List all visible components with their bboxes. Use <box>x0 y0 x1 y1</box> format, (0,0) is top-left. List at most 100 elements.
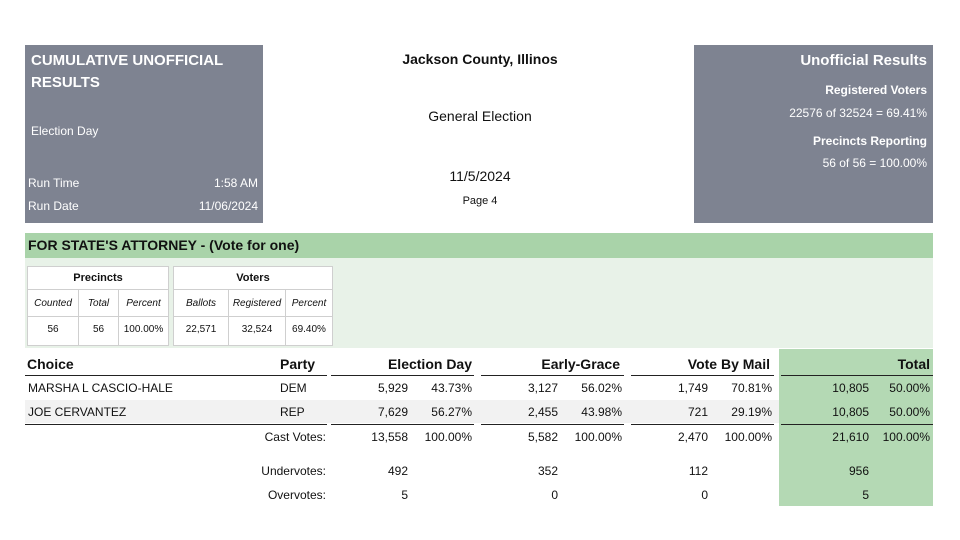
overvotes-label: Overvotes: <box>267 488 326 502</box>
run-time-row: Run Time 1:58 AM <box>28 176 258 190</box>
election-day-undervotes: 492 <box>387 464 408 478</box>
early-grace-pct: 56.02% <box>581 381 622 395</box>
run-info-box: CUMULATIVE UNOFFICIAL RESULTS Election D… <box>25 45 263 223</box>
vote-by-mail-votes: 721 <box>687 405 708 419</box>
precincts-reporting-value: 56 of 56 = 100.00% <box>822 156 927 170</box>
divider <box>228 290 229 345</box>
col-vote-by-mail: Vote By Mail <box>687 356 770 372</box>
registered-voters-label: Registered Voters <box>825 83 927 97</box>
candidate-name: JOE CERVANTEZ <box>28 405 127 419</box>
col-choice: Choice <box>27 356 74 372</box>
early-grace-votes: 5,582 <box>527 430 558 444</box>
unofficial-results-title: Unofficial Results <box>800 52 927 69</box>
run-date-label: Run Date <box>28 199 79 213</box>
early-grace-pct: 43.98% <box>581 405 622 419</box>
candidate-party: DEM <box>280 381 307 395</box>
cast-votes-label: Cast Votes: <box>264 430 326 444</box>
precincts-total-value: 56 <box>92 324 105 335</box>
candidate-party: REP <box>280 405 305 419</box>
election-name: General Election <box>428 108 532 124</box>
undervotes-label: Undervotes: <box>261 464 326 478</box>
header-rule <box>25 375 327 376</box>
run-time-value: 1:58 AM <box>213 176 258 190</box>
election-day-votes: 5,929 <box>377 381 408 395</box>
election-day-overvotes: 5 <box>401 488 408 502</box>
early-grace-votes: 2,455 <box>527 405 558 419</box>
precincts-percent-label: Percent <box>126 298 161 309</box>
col-election-day: Election Day <box>387 356 472 372</box>
row-shade <box>25 400 779 423</box>
run-date-value: 11/06/2024 <box>198 199 258 213</box>
total-overvotes: 5 <box>862 488 869 502</box>
election-day-label: Election Day <box>31 124 99 138</box>
header-rule <box>631 375 774 376</box>
vote-by-mail-pct: 29.19% <box>731 405 772 419</box>
voters-registered-value: 32,524 <box>241 324 273 335</box>
header-rule <box>481 375 624 376</box>
run-time-label: Run Time <box>28 176 80 190</box>
total-pct: 50.00% <box>889 381 930 395</box>
precincts-percent-value: 100.00% <box>123 324 164 335</box>
page-number: Page 4 <box>462 195 498 207</box>
early-grace-pct: 100.00% <box>574 430 622 444</box>
vote-by-mail-votes: 2,470 <box>677 430 708 444</box>
cast-rule <box>781 424 933 425</box>
total-votes: 10,805 <box>832 381 869 395</box>
run-date-row: Run Date 11/06/2024 <box>28 199 258 213</box>
cast-rule <box>331 424 474 425</box>
total-votes: 21,610 <box>832 430 869 444</box>
candidate-name: MARSHA L CASCIO-HALE <box>28 381 173 395</box>
precincts-header: Precincts <box>28 267 168 290</box>
early-grace-undervotes: 352 <box>537 464 558 478</box>
voters-ballots-value: 22,571 <box>185 324 217 335</box>
precincts-counted-value: 56 <box>47 324 59 335</box>
election-day-votes: 7,629 <box>377 405 408 419</box>
total-column <box>779 349 933 506</box>
vote-by-mail-pct: 100.00% <box>724 430 772 444</box>
divider <box>174 316 332 317</box>
divider <box>28 316 168 317</box>
voters-registered-label: Registered <box>232 298 282 309</box>
total-pct: 50.00% <box>889 405 930 419</box>
cumulative-title: CUMULATIVE UNOFFICIAL RESULTS <box>31 52 223 91</box>
header-rule <box>331 375 474 376</box>
election-day-pct: 43.73% <box>431 381 472 395</box>
header-rule <box>781 375 933 376</box>
voters-percent-label: Percent <box>291 298 327 309</box>
divider <box>285 290 286 345</box>
vote-by-mail-overvotes: 0 <box>701 488 708 502</box>
col-total: Total <box>897 356 930 372</box>
early-grace-overvotes: 0 <box>551 488 558 502</box>
voters-box: Voters Ballots Registered Percent 22,571… <box>173 266 333 346</box>
divider <box>78 290 79 345</box>
total-undervotes: 956 <box>848 464 869 478</box>
voters-header: Voters <box>174 267 332 290</box>
precincts-total-label: Total <box>87 298 110 309</box>
contest-title: FOR STATE'S ATTORNEY - (Vote for one) <box>28 237 300 253</box>
total-pct: 100.00% <box>882 430 930 444</box>
vote-by-mail-undervotes: 112 <box>688 464 708 478</box>
cast-rule <box>631 424 774 425</box>
county-title: Jackson County, Illinos <box>402 51 558 67</box>
unofficial-results-box: Unofficial Results Registered Voters 225… <box>694 45 933 223</box>
voters-ballots-label: Ballots <box>185 298 216 309</box>
col-party: Party <box>280 356 316 372</box>
cast-rule <box>481 424 624 425</box>
divider <box>118 290 119 345</box>
election-date: 11/5/2024 <box>449 168 511 184</box>
election-day-pct: 56.27% <box>431 405 472 419</box>
vote-by-mail-pct: 70.81% <box>731 381 772 395</box>
voters-percent-value: 69.40% <box>292 324 326 335</box>
precincts-counted-label: Counted <box>34 298 72 309</box>
election-day-pct: 100.00% <box>424 430 472 444</box>
col-early-grace: Early-Grace <box>541 356 620 372</box>
total-votes: 10,805 <box>832 405 869 419</box>
vote-by-mail-votes: 1,749 <box>677 381 708 395</box>
contest-header: FOR STATE'S ATTORNEY - (Vote for one) <box>25 233 933 258</box>
election-day-votes: 13,558 <box>371 430 408 444</box>
early-grace-votes: 3,127 <box>527 381 558 395</box>
registered-voters-value: 22576 of 32524 = 69.41% <box>789 106 927 120</box>
precincts-box: Precincts Counted Total Percent 56 56 10… <box>27 266 169 346</box>
cast-rule <box>25 424 327 425</box>
precincts-reporting-label: Precincts Reporting <box>812 134 927 148</box>
